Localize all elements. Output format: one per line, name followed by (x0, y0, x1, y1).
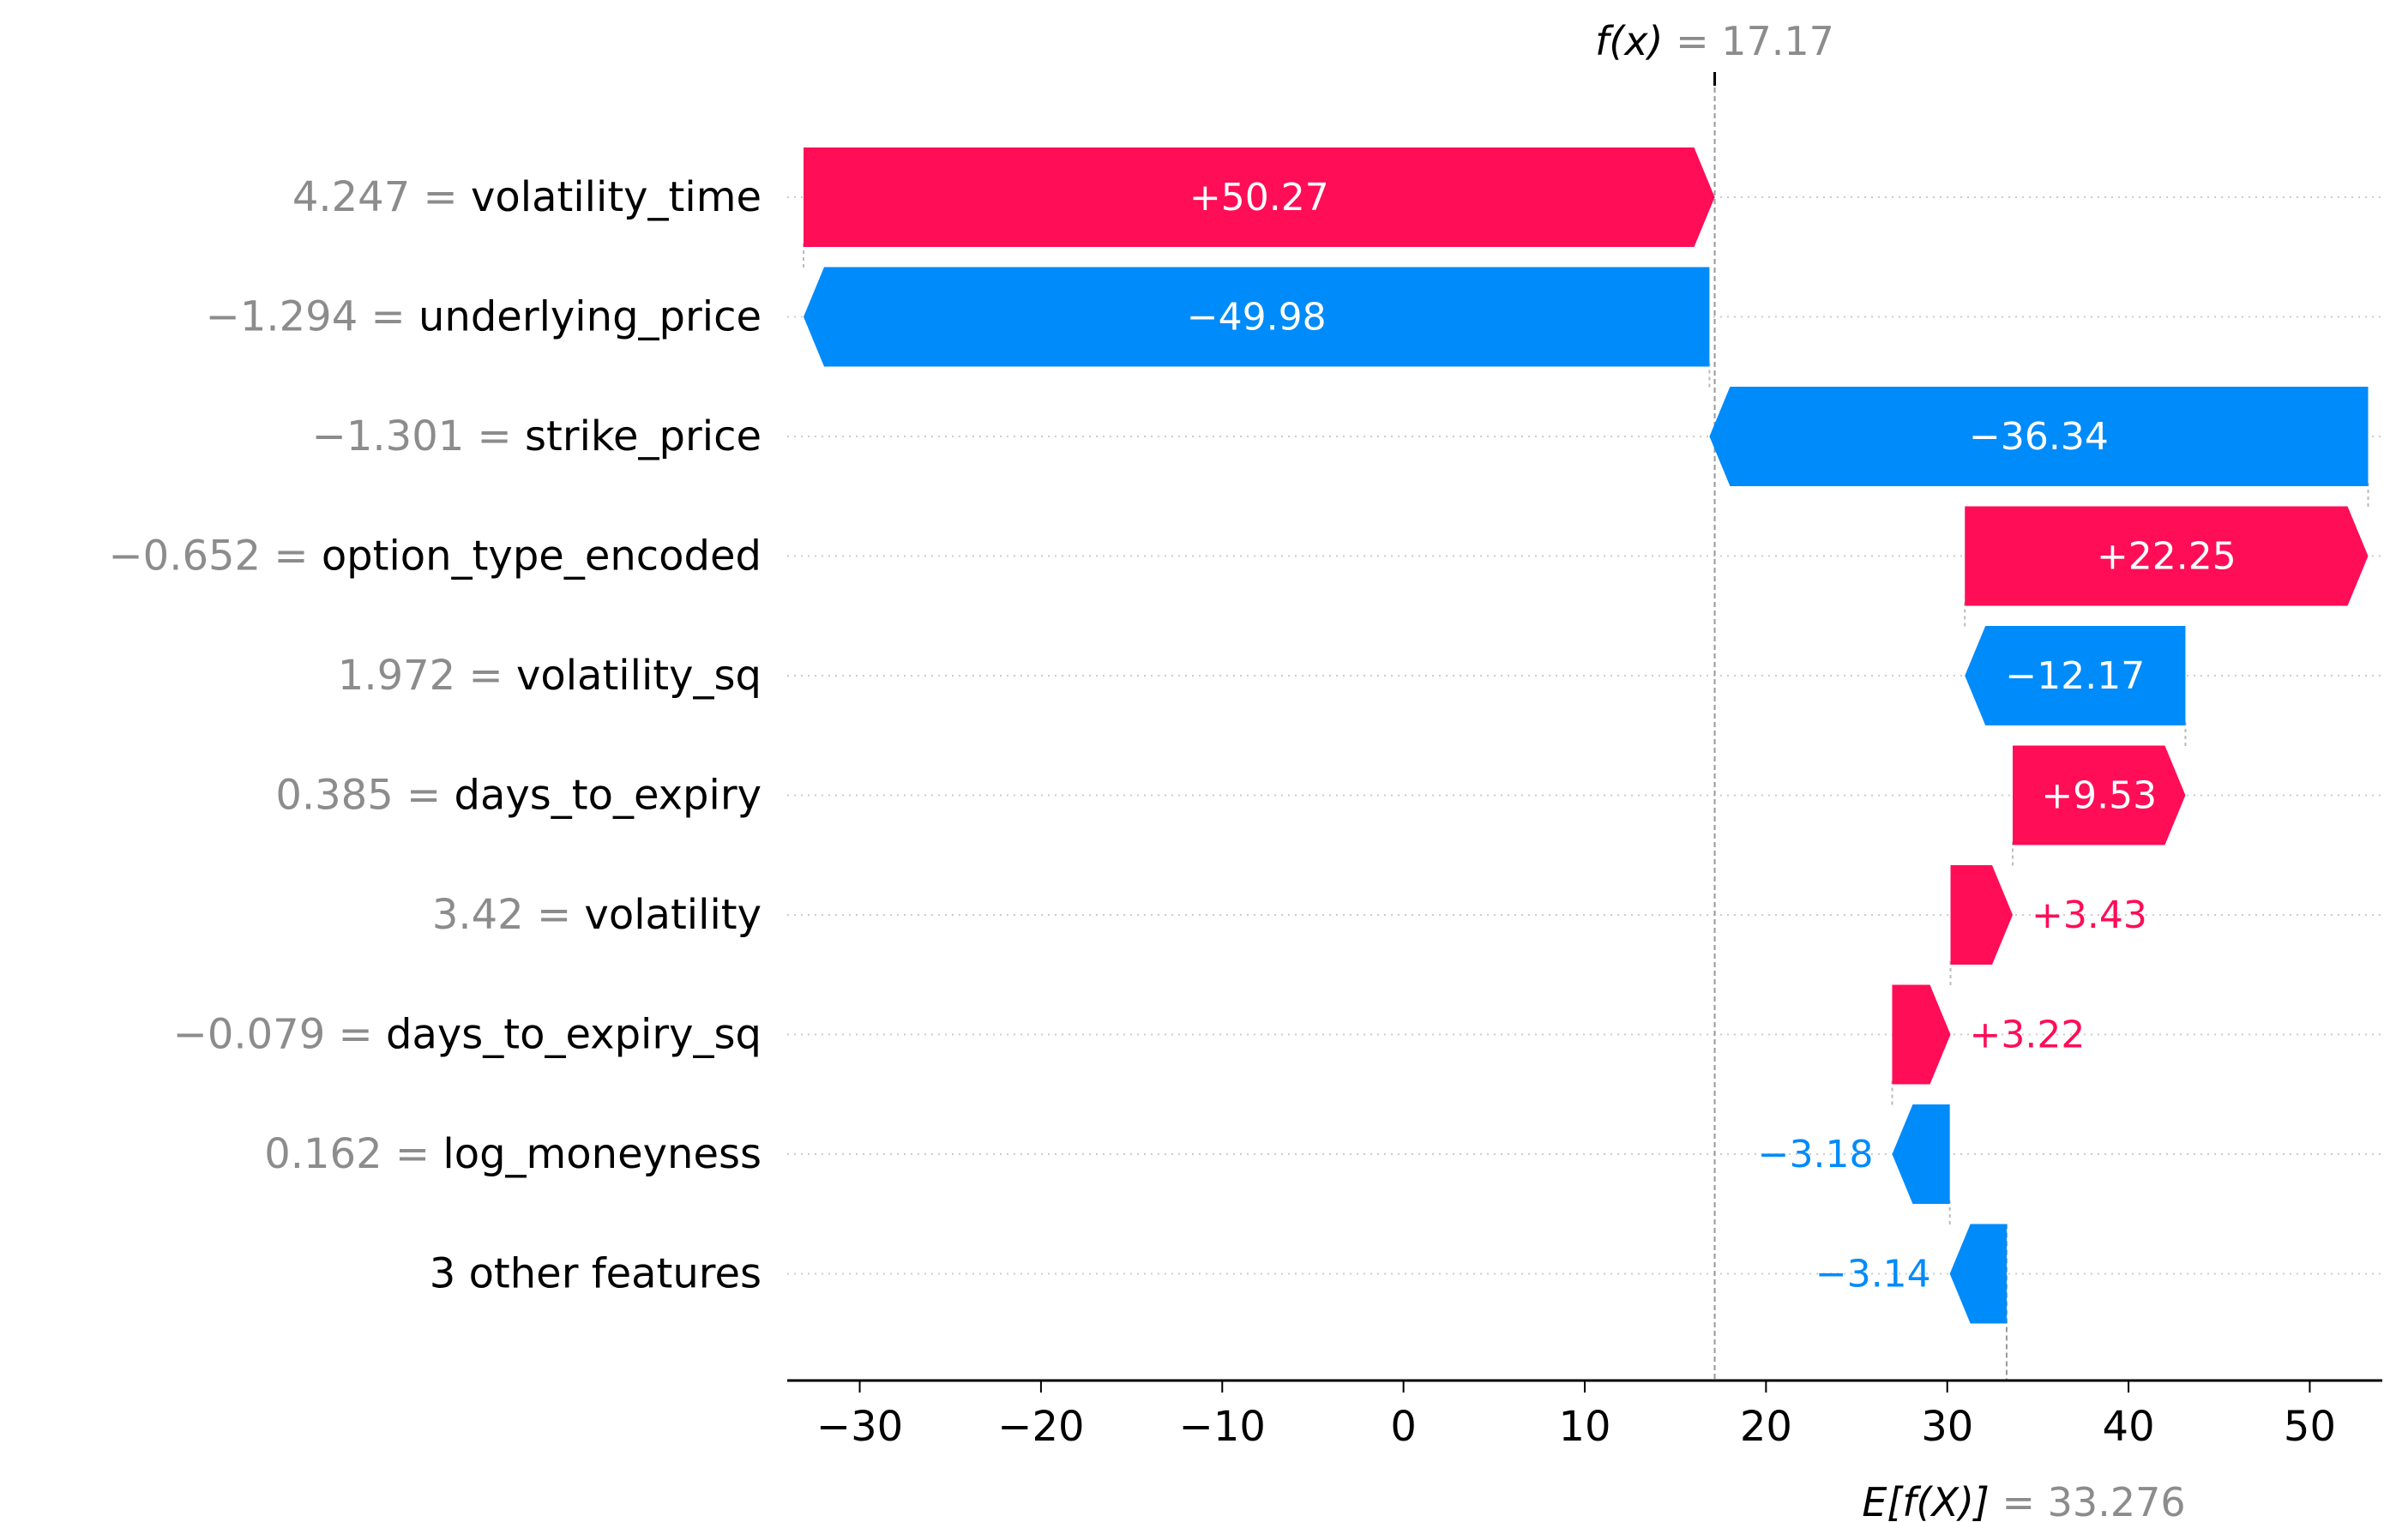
feature-name: strike_price (525, 412, 762, 460)
feature-name: volatility_sq (516, 652, 762, 700)
bar-value-label: −12.17 (2005, 654, 2145, 698)
x-tick-label: 50 (2284, 1403, 2336, 1451)
feature-name: volatility_time (471, 173, 762, 221)
feature-label: −1.301 = strike_price (312, 412, 762, 460)
feature-value: −0.652 = (108, 532, 321, 581)
feature-name: volatility (584, 891, 762, 939)
base-value: = 33.276 (1990, 1479, 2186, 1522)
feature-value: 1.972 = (338, 652, 516, 700)
bar-value-label: +9.53 (2041, 774, 2157, 818)
annotations: f(x) = 17.17 E[f(X)] = 33.276 (1595, 18, 2185, 1522)
bar-volatility_sq (1965, 626, 2186, 725)
x-tick-label: 0 (1390, 1403, 1417, 1451)
feature-name: log_moneyness (442, 1130, 762, 1178)
feature-labels: 4.247 = volatility_time −1.294 = underlyi… (108, 173, 762, 1298)
bar-value-label: +3.22 (1970, 1014, 2086, 1057)
x-tick-label: −20 (997, 1403, 1084, 1451)
feature-name: underlying_price (418, 293, 762, 341)
feature-value: −0.079 = (173, 1011, 386, 1059)
bar-3-other-features (1949, 1224, 2008, 1324)
feature-value: 0.385 = (275, 772, 454, 820)
x-tick-label: −10 (1179, 1403, 1266, 1451)
bar-value-label: +50.27 (1189, 176, 1329, 220)
x-tick-label: 20 (1740, 1403, 1792, 1451)
bar-days_to_expiry (2013, 745, 2186, 845)
fx-name: f(x) (1595, 18, 1663, 64)
feature-value: 4.247 = (292, 173, 471, 221)
bar-volatility_time (804, 147, 1715, 247)
feature-label: −0.652 = option_type_encoded (108, 532, 762, 581)
bar-value-label: −36.34 (1969, 415, 2109, 459)
bar-value-label: −3.18 (1758, 1133, 1874, 1176)
bars: +50.27 −49.98 −36.34 +22.25 −12.17 +9.53 +3.43… (804, 147, 2369, 1324)
feature-name: days_to_expiry_sq (386, 1011, 762, 1059)
bar-days_to_expiry_sq (1892, 984, 1951, 1085)
feature-value: 0.162 = (264, 1130, 442, 1178)
bar-log_moneyness (1892, 1104, 1950, 1204)
feature-label: 3.42 = volatility (432, 891, 762, 939)
feature-label: −0.079 = days_to_expiry_sq (173, 1011, 762, 1059)
bar-value-label: +3.43 (2032, 893, 2147, 937)
feature-name: days_to_expiry (454, 772, 762, 820)
x-axis: −30 −20 −10 0 10 20 30 40 50 (787, 1379, 2382, 1451)
base-name: E[f(X)] (1862, 1479, 1990, 1522)
bar-underlying_price (804, 267, 1710, 367)
feature-label: −1.294 = underlying_price (206, 293, 762, 341)
feature-label: 4.247 = volatility_time (292, 173, 762, 221)
fx-value: = 17.17 (1663, 18, 1833, 64)
fx-annotation: f(x) = 17.17 (1595, 18, 1834, 64)
feature-value: 3.42 = (432, 891, 585, 939)
feature-name: 3 other features (430, 1250, 762, 1298)
feature-value: −1.294 = (206, 293, 418, 341)
x-tick-label: 40 (2103, 1403, 2155, 1451)
feature-label: 3 other features (430, 1250, 762, 1298)
feature-label: 0.385 = days_to_expiry (275, 772, 762, 820)
feature-value: −1.301 = (312, 412, 525, 460)
bar-strike_price (1709, 387, 2369, 486)
bar-value-label: +22.25 (2097, 535, 2236, 579)
feature-name: option_type_encoded (322, 532, 762, 581)
feature-label: 1.972 = volatility_sq (338, 652, 762, 700)
bar-option_type_encoded (1965, 506, 2369, 606)
x-tick-label: −30 (816, 1403, 903, 1451)
x-tick-label: 30 (1921, 1403, 1973, 1451)
bar-value-label: −3.14 (1815, 1253, 1931, 1296)
feature-label: 0.162 = log_moneyness (264, 1130, 762, 1178)
x-tick-label: 10 (1558, 1403, 1610, 1451)
base-annotation: E[f(X)] = 33.276 (1862, 1479, 2185, 1522)
bar-value-label: −49.98 (1187, 296, 1327, 340)
bar-volatility (1950, 865, 2014, 965)
